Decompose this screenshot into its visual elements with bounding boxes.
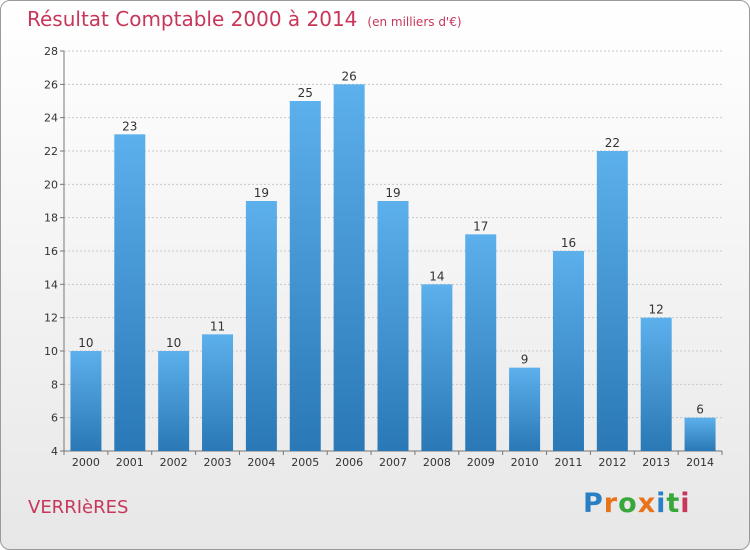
bar-2012 [596,151,628,451]
logo-letter: t [666,488,681,519]
y-tick-label: 8 [51,378,58,391]
x-tick-label: 2005 [291,456,319,469]
x-tick-label: 2006 [335,456,363,469]
y-tick-label: 22 [44,145,58,158]
data-label: 6 [696,403,704,417]
x-tick-label: 2013 [642,456,670,469]
label-layer: 2000 10 2001 23 2002 10 2003 11 2004 19 2005 25 2006… [72,69,714,469]
x-tick-label: 2003 [204,456,232,469]
proxiti-logo: Proxiti [583,488,691,519]
y-tick-label: 16 [44,245,58,258]
bar-2006 [333,84,365,451]
bar-2008 [421,284,453,451]
x-tick-label: 2009 [467,456,495,469]
y-tick-label: 14 [44,278,58,291]
y-tick-label: 28 [44,45,58,58]
y-tick-label: 24 [44,112,58,125]
data-label: 16 [561,236,576,250]
y-tick-label: 6 [51,412,58,425]
data-label: 9 [521,353,529,367]
data-label: 12 [649,303,664,317]
logo-letter: x [637,488,657,519]
data-label: 26 [341,69,356,83]
commune-name: VERRIèRES [28,497,129,518]
data-label: 19 [385,186,400,200]
y-tick-label: 4 [51,445,58,458]
x-tick-label: 2001 [116,456,144,469]
data-label: 17 [473,219,488,233]
x-tick-label: 2010 [511,456,539,469]
logo-letter: i [680,488,691,519]
y-tick-label: 12 [44,312,58,325]
bar-2007 [377,201,409,451]
data-label: 23 [122,119,137,133]
x-tick-label: 2008 [423,456,451,469]
y-tick-label: 10 [44,345,58,358]
bar-2010 [509,367,541,451]
chart-title-text: Résultat Comptable 2000 à 2014 [27,7,358,31]
data-label: 11 [210,319,225,333]
bar-2013 [640,317,672,451]
data-label: 14 [429,269,444,283]
y-tick-label: 20 [44,178,58,191]
x-tick-label: 2007 [379,456,407,469]
chart-title: Résultat Comptable 2000 à 2014 (en millie… [27,7,462,31]
bar-2001 [114,134,146,452]
data-label: 22 [605,136,620,150]
bar-2004 [245,201,277,451]
bar-2003 [202,334,234,451]
bar-2011 [552,251,584,451]
x-tick-label: 2000 [72,456,100,469]
bar-2000 [70,351,102,451]
data-label: 10 [166,336,181,350]
bar-2009 [465,234,497,451]
data-label: 19 [254,186,269,200]
y-tick-label: 26 [44,78,58,91]
logo-letter: o [618,488,638,519]
bar-2014 [684,417,716,451]
x-tick-label: 2012 [598,456,626,469]
data-label: 10 [78,336,93,350]
logo-letter: r [603,488,619,519]
bar-layer [70,84,716,452]
x-tick-label: 2011 [554,456,582,469]
bar-2002 [158,351,190,451]
x-tick-label: 2014 [686,456,714,469]
x-tick-label: 2002 [160,456,188,469]
bar-2005 [289,101,321,451]
logo-letter: i [656,488,667,519]
x-tick-label: 2004 [247,456,275,469]
y-tick-label: 18 [44,212,58,225]
data-label: 25 [298,86,313,100]
chart-subtitle: (en milliers d'€) [367,15,462,29]
logo-letter: P [583,488,604,519]
